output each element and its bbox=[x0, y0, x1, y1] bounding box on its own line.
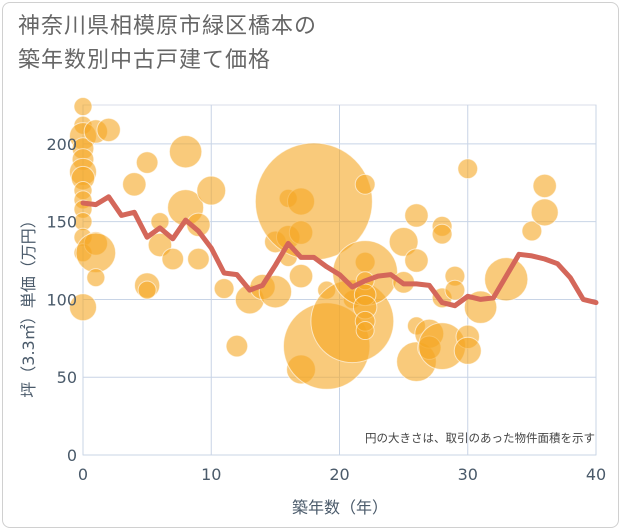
bubble-point bbox=[73, 97, 93, 117]
x-axis-ticks: 0 10 20 30 40 bbox=[78, 465, 606, 484]
bubble-point bbox=[187, 247, 210, 271]
median-trend-line bbox=[80, 194, 599, 309]
bubble-point bbox=[431, 223, 453, 245]
x-tick-label: 20 bbox=[329, 465, 349, 484]
y-tick-label: 0 bbox=[67, 446, 77, 465]
bubble-point bbox=[86, 268, 106, 288]
x-tick-label: 40 bbox=[586, 465, 606, 484]
y-tick-label: 100 bbox=[46, 290, 77, 309]
bubble-series bbox=[69, 97, 559, 390]
y-tick-label: 50 bbox=[57, 368, 77, 387]
bubble-point bbox=[457, 158, 479, 180]
x-tick-label: 0 bbox=[78, 465, 88, 484]
y-tick-label: 150 bbox=[46, 213, 77, 232]
bubble-point bbox=[355, 321, 375, 341]
chart-title: 神奈川県相模原市緑区橋本の 築年数別中古戸建て価格 bbox=[18, 10, 598, 78]
y-axis-label: 坪（3.3㎡）単価（万円） bbox=[19, 212, 38, 397]
bubble-point bbox=[137, 280, 157, 300]
bubble-point bbox=[186, 212, 211, 237]
x-tick-label: 10 bbox=[201, 465, 221, 484]
bubble-point bbox=[135, 151, 159, 174]
title-line-2: 築年数別中古戸建て価格 bbox=[18, 48, 272, 73]
x-tick-label: 30 bbox=[458, 465, 478, 484]
bubble-point bbox=[161, 247, 185, 271]
bubble-point bbox=[213, 278, 235, 299]
bubble-point bbox=[288, 263, 314, 289]
title-line-1: 神奈川県相模原市緑区橋本の bbox=[18, 14, 318, 39]
bubble-point bbox=[404, 248, 429, 273]
bubble-point bbox=[122, 172, 147, 197]
y-axis-ticks: 0 50 100 150 200 bbox=[46, 135, 77, 465]
x-axis-label: 築年数（年） bbox=[292, 498, 388, 517]
bubble-point bbox=[69, 293, 97, 322]
bubble-point bbox=[196, 175, 227, 206]
bubble-point bbox=[530, 198, 559, 227]
bubble-point bbox=[225, 334, 249, 358]
bubble-point bbox=[404, 203, 429, 228]
bubble-point bbox=[96, 117, 121, 143]
bubble-point bbox=[521, 220, 543, 242]
bubble-point bbox=[444, 279, 466, 301]
bubble-point bbox=[75, 232, 117, 274]
bubble-point bbox=[453, 336, 482, 365]
bubble-point bbox=[532, 173, 557, 199]
bubble-point bbox=[354, 173, 376, 195]
bubble-point bbox=[258, 274, 293, 309]
size-annotation: 円の大きさは、取引のあった物件面積を示す bbox=[365, 431, 595, 445]
y-tick-label: 200 bbox=[46, 135, 77, 154]
bubble-point bbox=[388, 226, 419, 257]
bubble-point bbox=[168, 134, 203, 169]
